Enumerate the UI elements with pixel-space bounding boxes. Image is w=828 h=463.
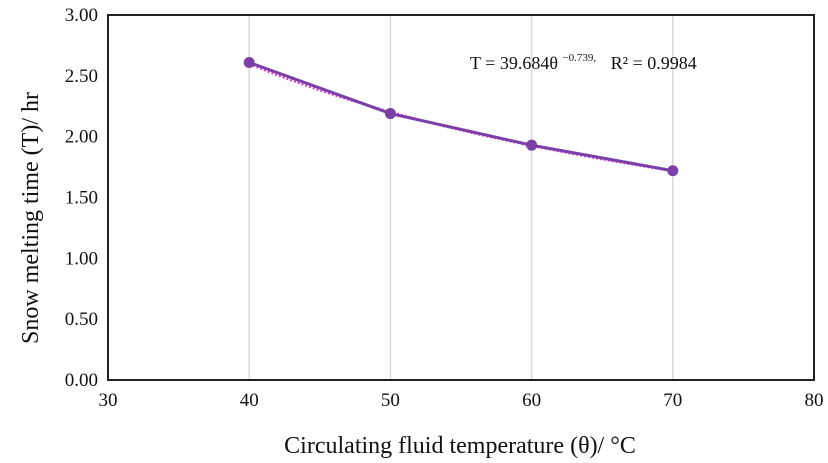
trendline (248, 62, 673, 173)
trendline-equation: T = 39.684θ −0.739, R² = 0.9984 (470, 45, 697, 73)
data-point (384, 108, 396, 120)
x-tick-label: 30 (99, 390, 118, 411)
r-squared-label: R² = 0.9984 (611, 53, 697, 73)
equation-exponent: −0.739, (562, 52, 596, 64)
x-tick-label: 80 (805, 390, 824, 411)
x-tick-label: 50 (381, 390, 400, 411)
y-tick-label: 1.00 (65, 248, 98, 269)
x-tick-label: 60 (522, 390, 541, 411)
y-tick-label: 2.50 (65, 66, 98, 87)
data-point (243, 56, 255, 68)
y-tick-label: 3.00 (65, 5, 98, 26)
x-tick-label: 40 (240, 390, 259, 411)
y-tick-label: 1.50 (65, 188, 98, 209)
x-axis-title: Circulating fluid temperature (θ)/ °C (284, 433, 636, 459)
series-line (248, 61, 674, 173)
trendline-layer (248, 62, 673, 173)
tick-labels: 30 40 50 60 70 80 0.00 0.50 1.00 1.50 2.00 2.50 3.00 (65, 5, 824, 411)
grid-lines (248, 15, 674, 380)
data-point (667, 165, 679, 177)
y-tick-label: 0.00 (65, 370, 98, 391)
series-layer (243, 56, 679, 177)
y-tick-label: 2.00 (65, 127, 98, 148)
y-axis-title: Snow melting time (T)/ hr (18, 92, 44, 344)
y-tick-label: 0.50 (65, 309, 98, 330)
plot-area-border (107, 14, 815, 381)
data-point (526, 139, 538, 151)
x-tick-label: 70 (663, 390, 682, 411)
equation-prefix: T = 39.684θ (470, 53, 558, 73)
